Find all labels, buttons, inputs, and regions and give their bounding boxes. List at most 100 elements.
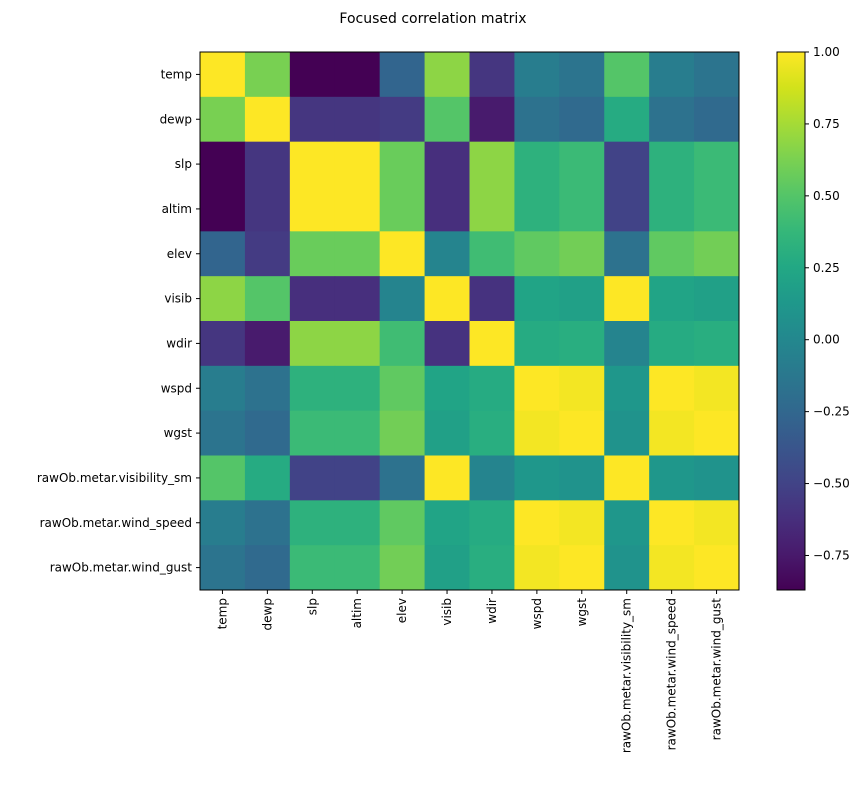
heatmap-cell	[604, 141, 650, 187]
heatmap-cell	[469, 231, 515, 277]
colorbar-tick-label: 0.50	[813, 189, 840, 203]
y-tick-label: wdir	[166, 336, 192, 350]
x-tick-label: rawOb.metar.wind_speed	[665, 598, 679, 750]
heatmap-cell	[289, 365, 336, 412]
heatmap-cell	[379, 276, 426, 322]
y-tick-label: rawOb.metar.visibility_sm	[37, 471, 192, 485]
heatmap-cell	[200, 231, 246, 277]
colorbar-tick-label: 1.00	[813, 45, 840, 59]
heatmap-cell	[334, 52, 381, 98]
heatmap-cell	[200, 276, 246, 322]
heatmap-cell	[200, 321, 246, 367]
heatmap-cell	[200, 365, 246, 412]
heatmap-cell	[469, 500, 515, 546]
heatmap-cell	[379, 410, 426, 456]
heatmap-cell	[559, 186, 605, 232]
heatmap-cell	[514, 410, 560, 456]
heatmap-cell	[559, 455, 605, 501]
heatmap-cell	[694, 96, 740, 143]
heatmap-cell	[469, 276, 515, 322]
colorbar-tick-label: −0.50	[813, 477, 850, 491]
heatmap-cell	[649, 186, 695, 232]
colorbar-ticks: 1.00 0.75 0.50 0.25 0.00 −0.25 −0.50 −0.75	[805, 45, 850, 562]
heatmap-cell	[469, 141, 515, 187]
heatmap-cell	[559, 231, 605, 277]
heatmap-cell	[694, 545, 740, 591]
heatmap-cell	[289, 141, 336, 187]
heatmap-cell	[334, 186, 381, 232]
heatmap-cell	[244, 365, 291, 412]
heatmap-cell	[559, 96, 605, 143]
heatmap-frame	[199, 51, 740, 591]
heatmap-cell	[604, 96, 650, 143]
heatmap-cell	[514, 231, 560, 277]
heatmap-cell	[424, 455, 470, 501]
heatmap-cell	[200, 141, 246, 187]
heatmap-cell	[424, 186, 470, 232]
heatmap-cell	[289, 186, 336, 232]
heatmap-cell	[469, 321, 515, 367]
heatmap-cell	[244, 410, 291, 456]
heatmap-cell	[604, 231, 650, 277]
heatmap-cell	[244, 141, 291, 187]
heatmap-cell	[424, 365, 470, 412]
heatmap-cell	[559, 500, 605, 546]
heatmap-cell	[334, 276, 381, 322]
heatmap-cell	[514, 365, 560, 412]
heatmap-cell	[289, 455, 336, 501]
heatmap-cell	[334, 96, 381, 143]
colorbar-tick-label: 0.00	[813, 333, 840, 347]
heatmap-cell	[649, 545, 695, 591]
heatmap-cell	[649, 52, 695, 98]
heatmap-cell	[514, 96, 560, 143]
heatmap-cell	[200, 500, 246, 546]
heatmap-cell	[379, 500, 426, 546]
y-tick-label: slp	[175, 157, 192, 171]
heatmap-cell	[424, 96, 470, 143]
heatmap-cell	[604, 276, 650, 322]
y-tick-label: rawOb.metar.wind_speed	[40, 516, 192, 530]
heatmap-cell	[694, 365, 740, 412]
heatmap-cell	[649, 410, 695, 456]
heatmap-cell	[244, 96, 291, 143]
heatmap-cell	[694, 52, 740, 98]
heatmap-cell	[514, 52, 560, 98]
heatmap-cell	[424, 52, 470, 98]
heatmap-cell	[334, 455, 381, 501]
heatmap-cell	[649, 141, 695, 187]
heatmap-cell	[469, 455, 515, 501]
heatmap-cell	[244, 52, 291, 98]
heatmap-cell	[244, 321, 291, 367]
heatmap-cell	[694, 500, 740, 546]
heatmap-cell	[649, 455, 695, 501]
y-tick-label: elev	[167, 247, 192, 261]
heatmap-cell	[694, 141, 740, 187]
heatmap-cell	[334, 321, 381, 367]
heatmap-cell	[200, 455, 246, 501]
heatmap-cell	[514, 141, 560, 187]
heatmap-cell	[379, 141, 426, 187]
heatmap-cell	[379, 52, 426, 98]
heatmap-cell	[514, 455, 560, 501]
heatmap-cell	[379, 96, 426, 143]
heatmap-cell	[334, 545, 381, 591]
heatmap-cell	[289, 500, 336, 546]
heatmap-cell	[424, 141, 470, 187]
heatmap-cell	[469, 410, 515, 456]
heatmap-cell	[559, 410, 605, 456]
y-tick-label: altim	[162, 202, 192, 216]
heatmap-cell	[424, 545, 470, 591]
heatmap-cell	[694, 455, 740, 501]
x-tick-label: slp	[305, 598, 319, 615]
heatmap-cell	[604, 186, 650, 232]
heatmap-cell	[649, 96, 695, 143]
heatmap-cell	[244, 276, 291, 322]
x-tick-label: wgst	[575, 598, 589, 627]
heatmap-cell	[649, 231, 695, 277]
heatmap-cell	[469, 96, 515, 143]
heatmap-cell	[289, 545, 336, 591]
x-tick-label: elev	[395, 598, 409, 623]
heatmap-cell	[379, 365, 426, 412]
heatmap-cell	[694, 410, 740, 456]
heatmap-cell	[244, 545, 291, 591]
